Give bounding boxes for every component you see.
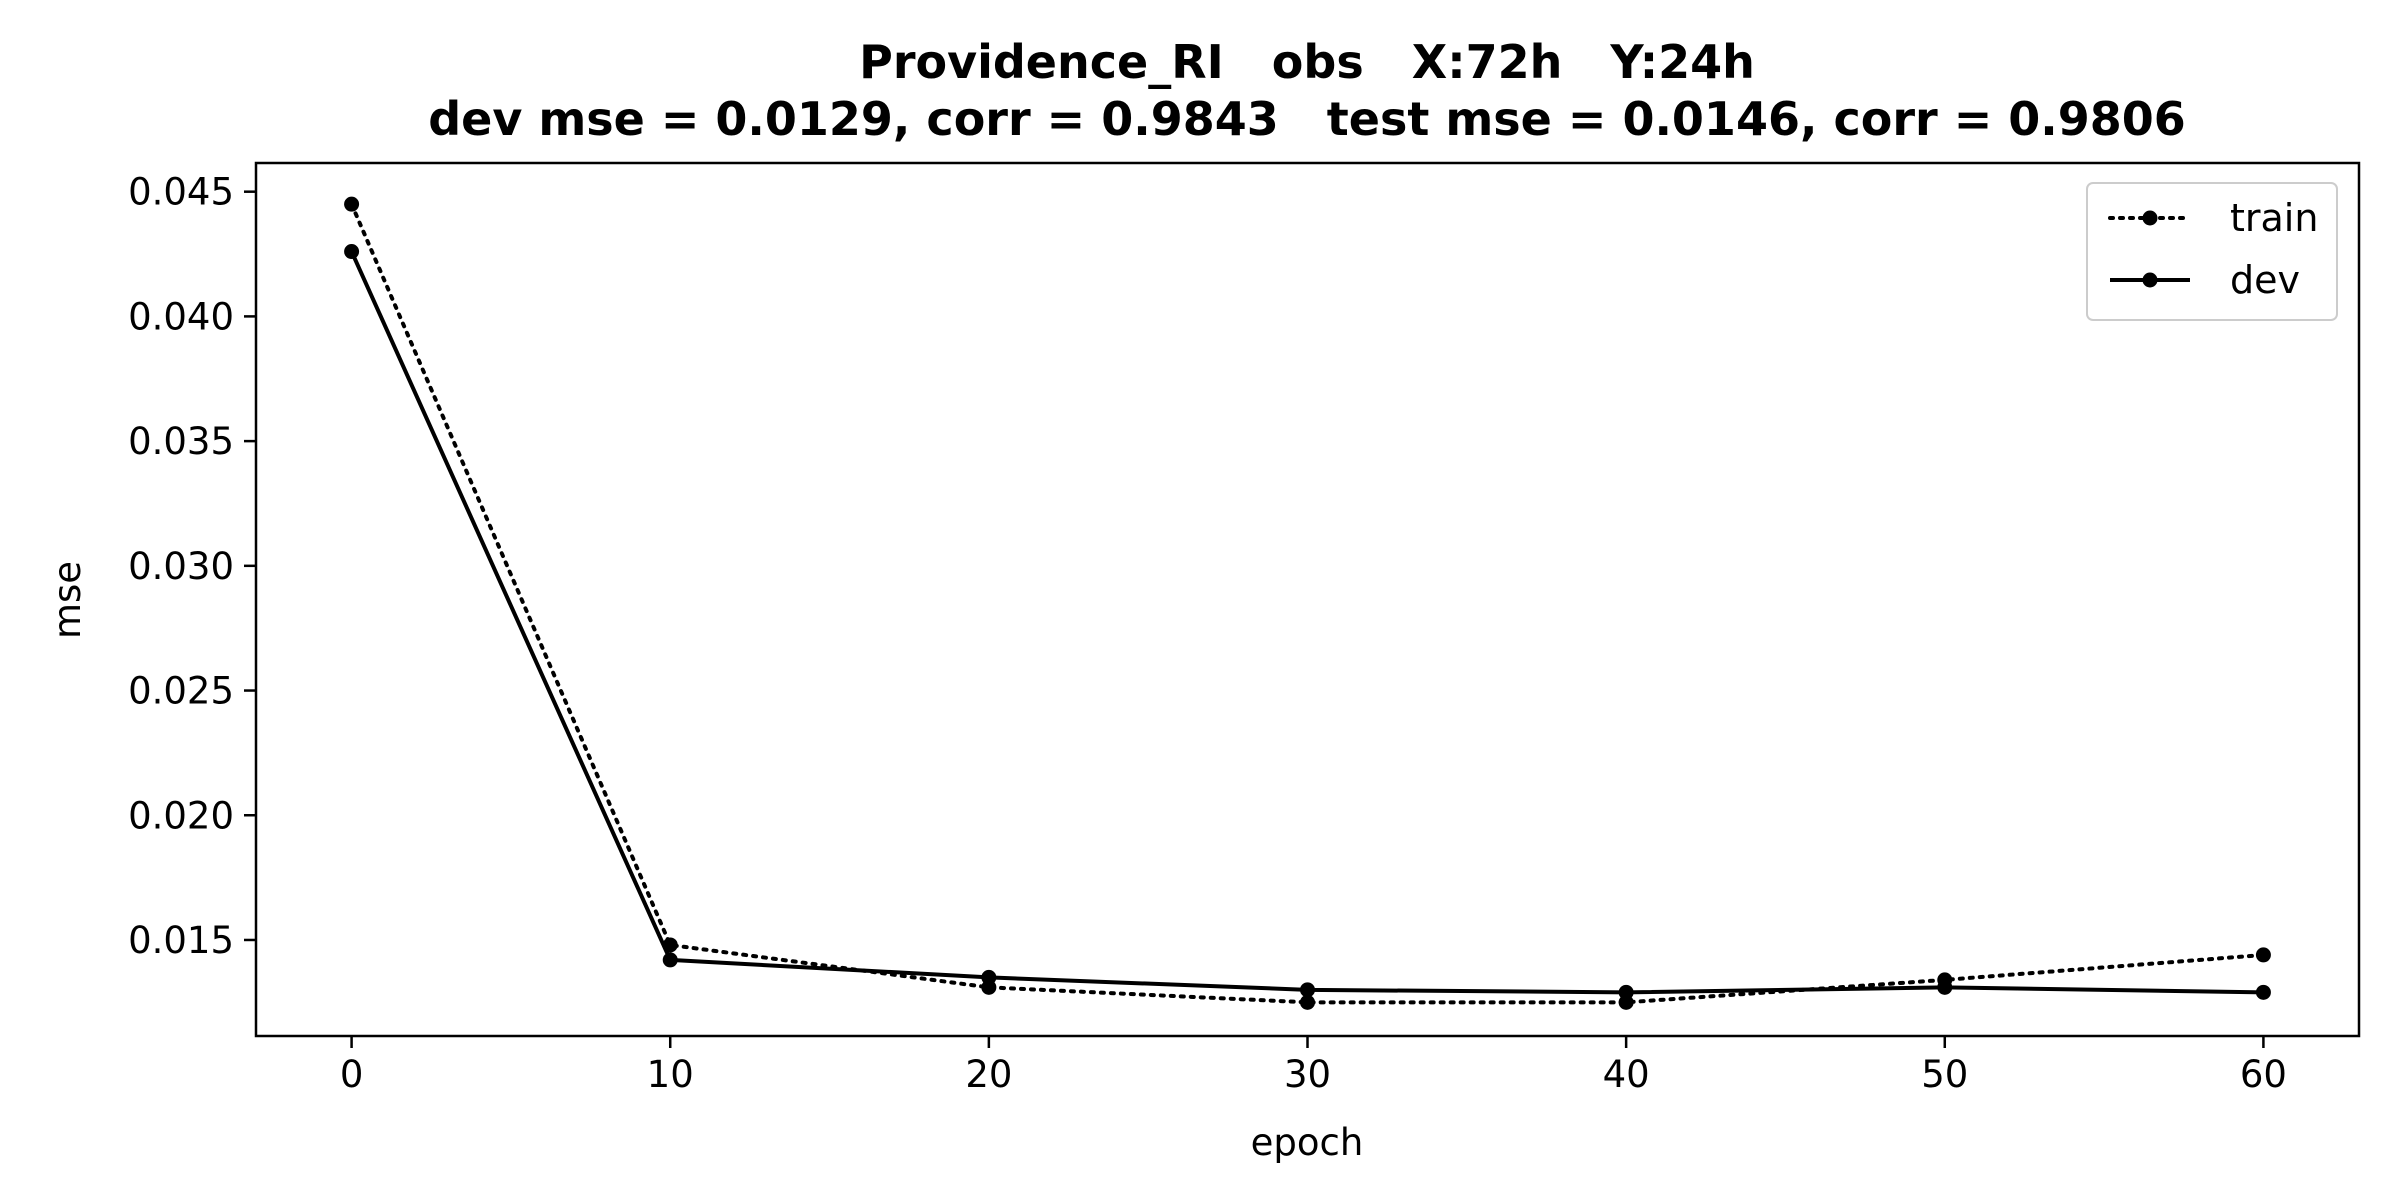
- x-tick-label: 50: [1921, 1053, 1968, 1096]
- plot-frame: [254, 161, 2361, 1038]
- y-tick-label: 0.020: [128, 794, 234, 837]
- y-tick-label: 0.045: [128, 171, 234, 214]
- data-point-dev: [662, 952, 678, 968]
- legend-item-dev: dev: [2110, 258, 2300, 302]
- data-point-dev: [344, 244, 360, 260]
- chart-title-line-2: dev mse = 0.0129, corr = 0.9843 test mse…: [428, 92, 2186, 146]
- legend-label-train: train: [2230, 196, 2318, 240]
- legend-items: train dev: [2108, 196, 2318, 302]
- series-train: [344, 196, 2271, 1010]
- y-tick-label: 0.025: [128, 670, 234, 713]
- data-point-train: [1300, 994, 1315, 1010]
- x-tick-label: 20: [965, 1053, 1012, 1096]
- data-point-dev: [1618, 984, 1634, 1000]
- series-layer: [344, 196, 2271, 1010]
- data-point-dev: [981, 969, 997, 985]
- y-tick-label: 0.035: [128, 420, 234, 463]
- legend-label-dev: dev: [2230, 258, 2300, 302]
- y-tick-label: 0.015: [128, 919, 234, 962]
- legend-marker-dev: [2142, 272, 2158, 288]
- x-axis-label: epoch: [1251, 1121, 1364, 1164]
- x-axis-ticks: 0 10 20 30 40 50 60: [340, 1036, 2287, 1096]
- x-tick-label: 30: [1284, 1053, 1331, 1096]
- legend-item-train: train: [2108, 196, 2318, 240]
- data-point-dev: [1300, 982, 1315, 998]
- x-tick-label: 10: [647, 1053, 694, 1096]
- y-tick-label: 0.040: [128, 295, 234, 338]
- y-axis-label: mse: [46, 561, 89, 639]
- data-point-train: [344, 196, 360, 212]
- legend-marker-train: [2142, 210, 2158, 226]
- y-tick-label: 0.030: [128, 545, 234, 588]
- data-point-dev: [1937, 979, 1953, 995]
- data-point-dev: [2255, 984, 2271, 1000]
- x-tick-label: 40: [1603, 1053, 1650, 1096]
- series-dev: [344, 244, 2271, 1000]
- series-line-dev: [349, 250, 2264, 995]
- series-line-train: [349, 202, 2266, 1005]
- chart-title-line-1: Providence_RI obs X:72h Y:24h: [859, 35, 1755, 89]
- x-tick-label: 60: [2240, 1053, 2287, 1096]
- y-axis-ticks: 0.015 0.020 0.025 0.030 0.035 0.040 0.045: [128, 171, 256, 962]
- legend: train dev: [2086, 182, 2338, 321]
- data-point-train: [2255, 947, 2271, 963]
- x-tick-label: 0: [340, 1053, 364, 1096]
